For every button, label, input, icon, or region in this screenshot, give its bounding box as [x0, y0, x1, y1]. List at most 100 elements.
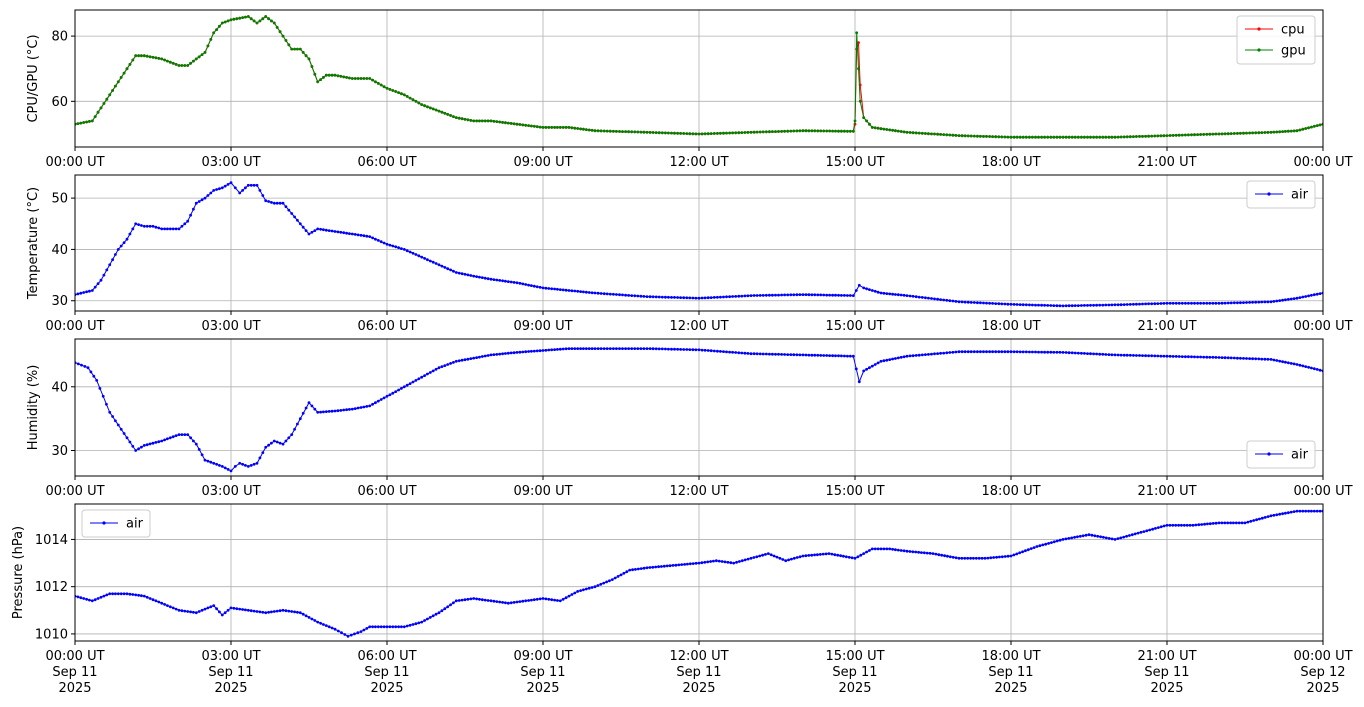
- data-point: [521, 282, 525, 286]
- data-point: [437, 109, 441, 113]
- data-point: [891, 357, 894, 361]
- data-point: [894, 293, 897, 296]
- data-point: [1073, 135, 1077, 139]
- data-point: [414, 622, 418, 626]
- data-point: [313, 72, 317, 76]
- data-point: [405, 95, 409, 98]
- data-point: [1229, 521, 1232, 525]
- data-point: [1086, 304, 1089, 307]
- data-point: [810, 553, 814, 557]
- data-point: [1196, 301, 1199, 305]
- data-point: [200, 198, 204, 202]
- data-point: [848, 129, 852, 133]
- data-point: [1310, 293, 1313, 297]
- data-point: [1046, 135, 1050, 139]
- data-point: [140, 594, 143, 598]
- data-point: [1116, 353, 1120, 357]
- data-point: [1177, 523, 1180, 527]
- data-point: [402, 625, 406, 629]
- data-point: [1113, 135, 1117, 139]
- data-point: [982, 301, 985, 305]
- data-point: [541, 126, 545, 129]
- data-point: [241, 608, 245, 611]
- data-point: [200, 453, 204, 457]
- data-point: [518, 123, 522, 126]
- data-point: [945, 298, 949, 302]
- data-point: [342, 408, 346, 412]
- data-point: [148, 442, 152, 446]
- data-point: [330, 626, 334, 630]
- data-point: [310, 404, 314, 408]
- data-point: [636, 567, 640, 571]
- data-point: [512, 281, 516, 284]
- data-point: [148, 55, 152, 59]
- data-point: [368, 625, 372, 629]
- data-point: [1226, 356, 1230, 360]
- data-point: [1202, 301, 1206, 305]
- data-point: [1272, 130, 1276, 134]
- data-point: [582, 127, 585, 131]
- data-point: [616, 575, 620, 578]
- data-point: [1028, 350, 1031, 354]
- data-point: [218, 187, 221, 191]
- data-point: [902, 355, 906, 359]
- data-point: [943, 554, 946, 558]
- data-point: [1237, 521, 1241, 525]
- data-point: [206, 194, 210, 197]
- data-point: [624, 347, 627, 350]
- data-point: [725, 295, 728, 299]
- data-point: [1044, 542, 1048, 546]
- data-point: [1281, 130, 1284, 134]
- data-point: [873, 289, 877, 293]
- data-point: [685, 132, 689, 136]
- data-point: [1135, 354, 1138, 357]
- data-point: [772, 554, 776, 558]
- data-point: [1180, 301, 1184, 305]
- data-point: [986, 556, 990, 560]
- data-point: [1113, 353, 1117, 357]
- data-point: [983, 556, 987, 560]
- data-point: [194, 57, 198, 61]
- data-point: [1248, 131, 1251, 135]
- data-point: [854, 289, 858, 292]
- data-point: [914, 354, 918, 357]
- data-point: [440, 264, 444, 268]
- data-point: [1009, 350, 1013, 354]
- data-point: [1298, 509, 1302, 513]
- data-point: [278, 30, 282, 34]
- axes-frame: [74, 338, 1324, 477]
- data-point: [324, 73, 328, 77]
- data-point: [567, 347, 571, 350]
- data-point: [1067, 135, 1071, 139]
- data-point: [186, 64, 190, 67]
- data-point: [972, 556, 975, 560]
- data-point: [712, 296, 716, 299]
- data-point: [862, 369, 866, 373]
- data-point: [189, 436, 193, 440]
- data-point: [957, 300, 961, 304]
- data-point: [894, 548, 897, 552]
- data-point: [876, 126, 880, 130]
- data-point: [596, 584, 600, 587]
- x-tick-label: 06:00 UT: [357, 155, 416, 170]
- data-point: [1208, 301, 1212, 305]
- data-point: [301, 612, 305, 616]
- data-point: [1206, 522, 1209, 526]
- x-tick-label: 21:00 UT: [1137, 484, 1196, 499]
- data-point: [807, 293, 811, 297]
- data-point: [339, 409, 343, 412]
- data-point: [1089, 135, 1092, 139]
- data-point: [307, 616, 311, 619]
- data-point: [1229, 301, 1233, 305]
- data-point: [839, 554, 842, 558]
- data-point: [1190, 133, 1193, 137]
- data-point: [1122, 303, 1126, 306]
- data-point: [840, 354, 843, 358]
- x-tick-label: 00:00 UT: [1293, 319, 1352, 334]
- y-tick-label: 1012: [35, 580, 68, 595]
- data-point: [697, 296, 701, 300]
- data-point: [218, 610, 221, 614]
- data-point: [114, 84, 117, 88]
- data-point: [495, 600, 499, 603]
